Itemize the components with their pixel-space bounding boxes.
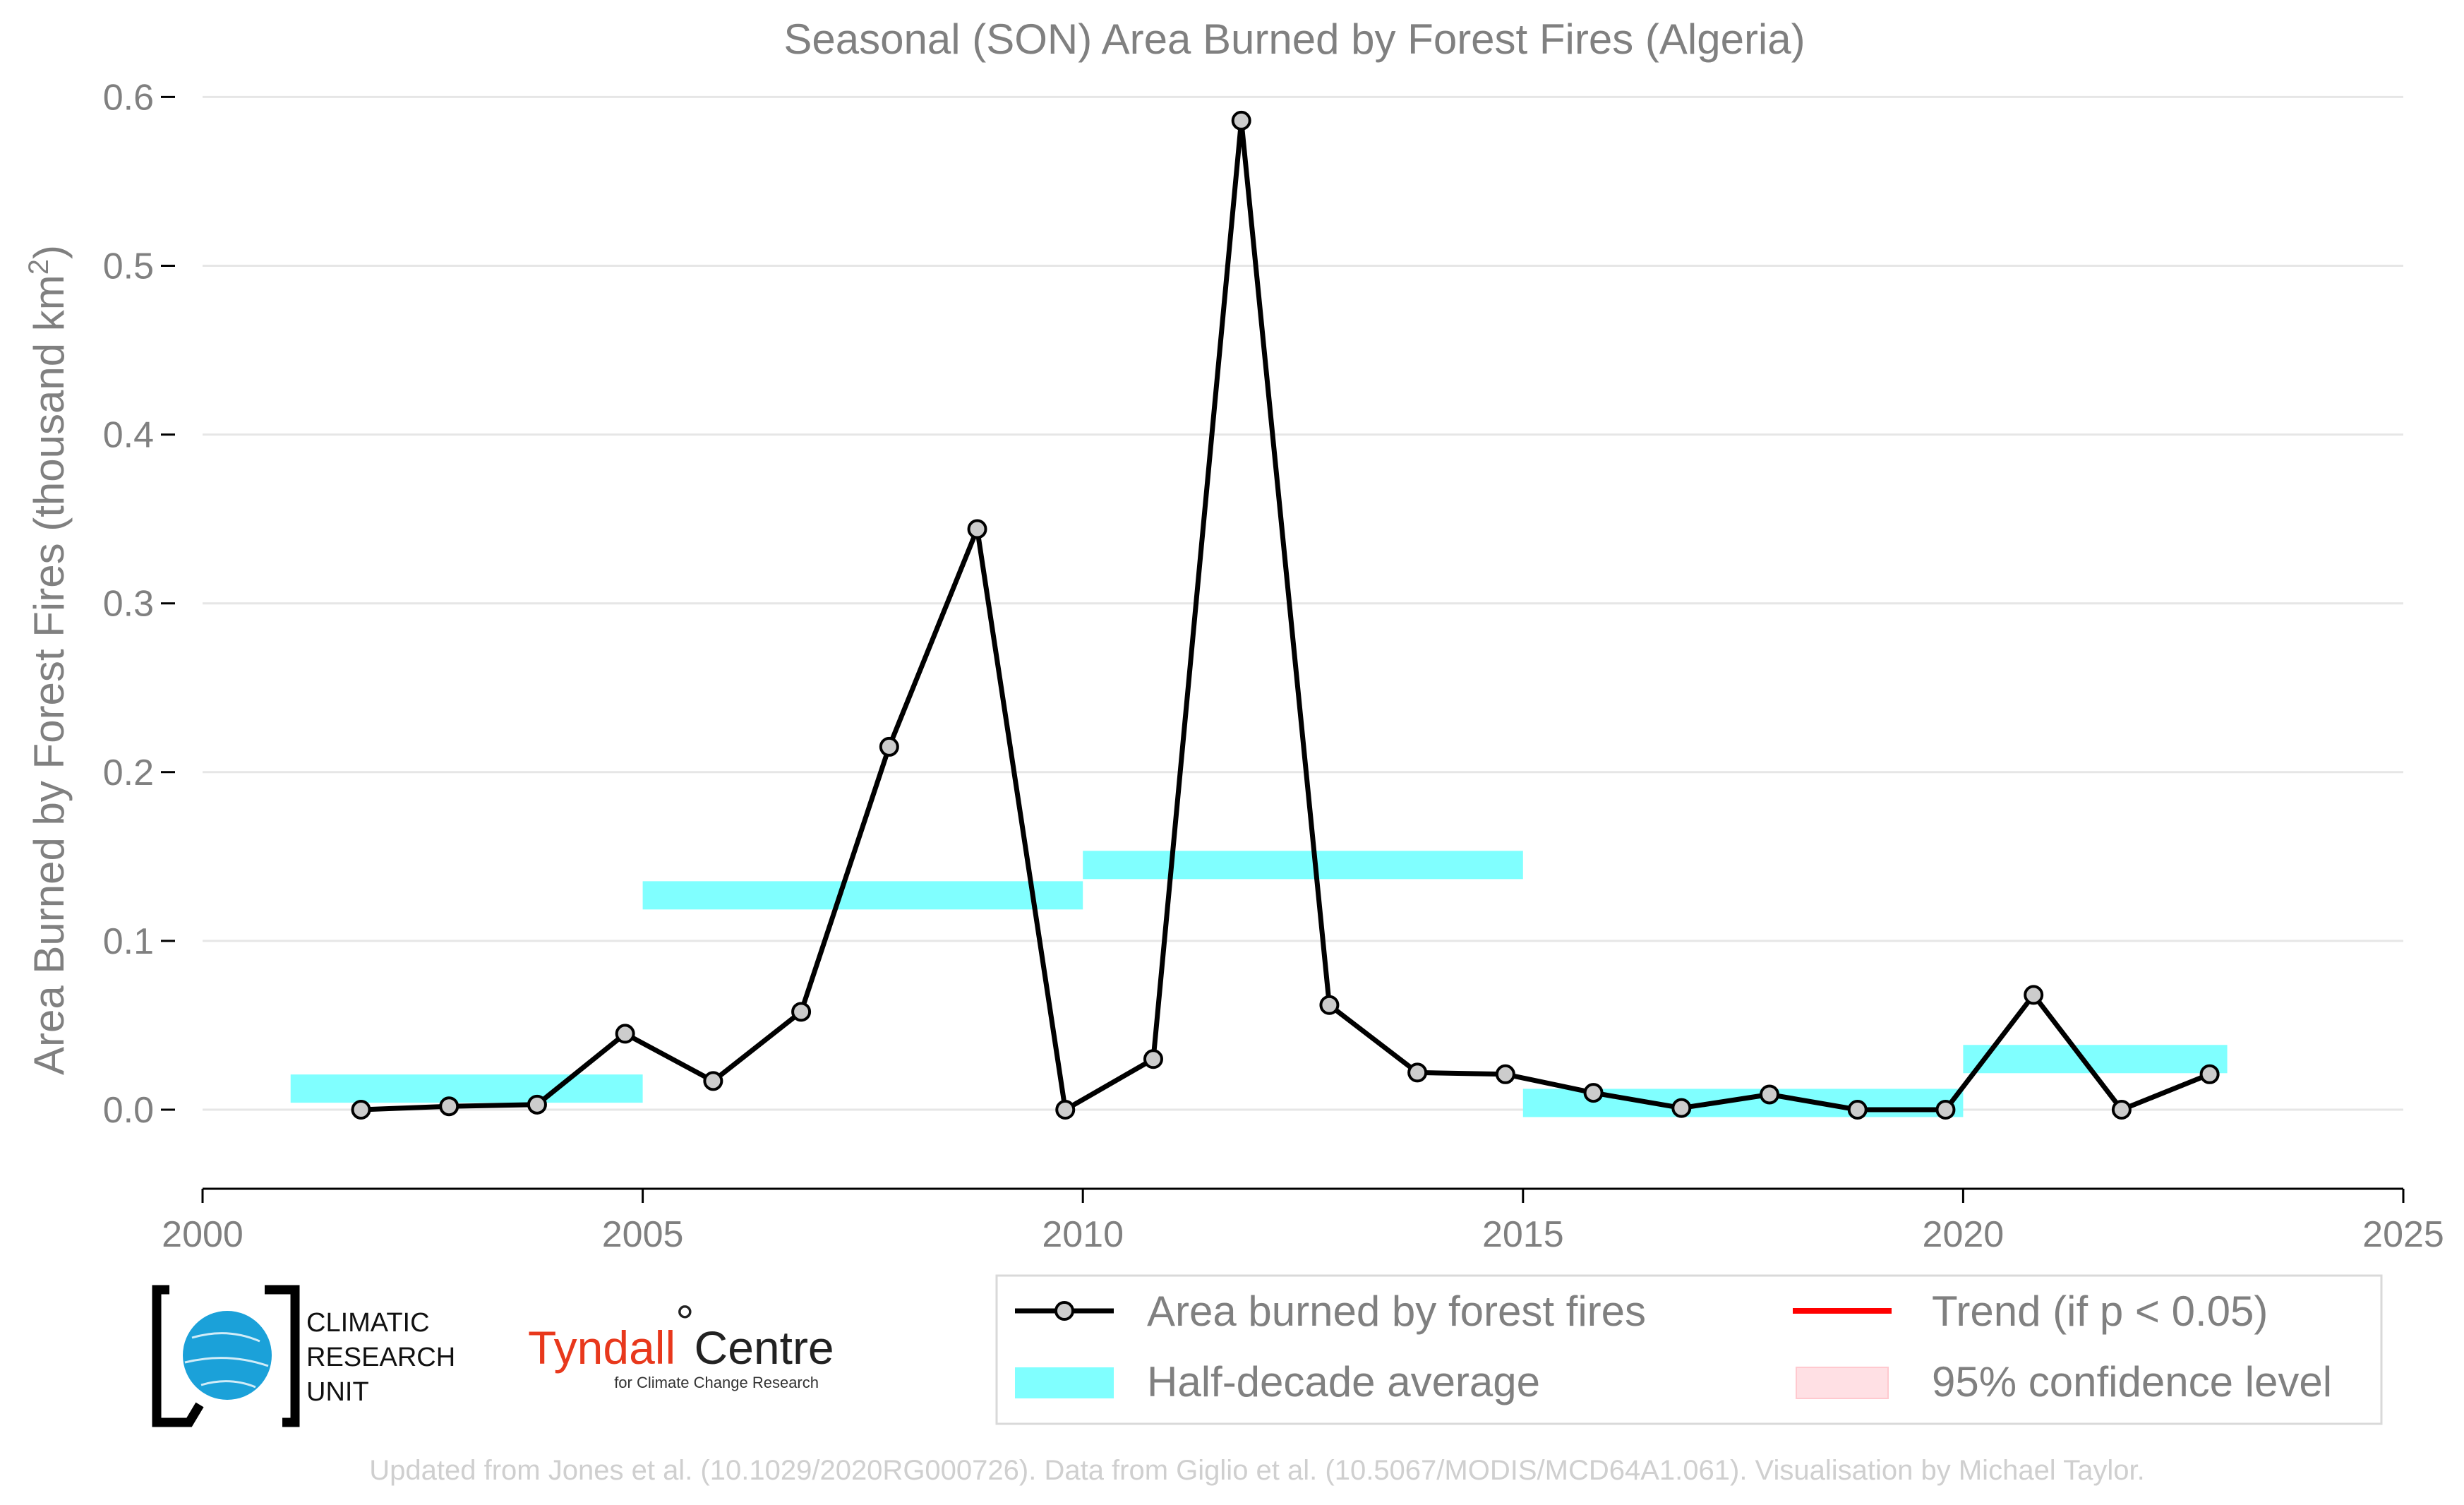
data-point-8 <box>1055 1100 1076 1120</box>
data-point-1 <box>439 1096 459 1117</box>
tyndall-logo-subtitle: for Climate Change Research <box>614 1374 819 1391</box>
y-tick-label-0: 0.0 <box>103 1090 154 1131</box>
data-point-7 <box>967 519 987 539</box>
data-point-6 <box>879 736 899 757</box>
half-decade-band-4 <box>1963 1045 2228 1074</box>
data-point-4 <box>703 1071 723 1091</box>
legend-swatch-half-decade <box>1015 1367 1114 1398</box>
cru-logo-bracket-left <box>152 1285 204 1427</box>
x-tick-label-2: 2010 <box>1042 1214 1124 1255</box>
legend-label-half-decade: Half-decade average <box>1147 1358 1540 1405</box>
x-tick-label-4: 2020 <box>1923 1214 2005 1255</box>
y-tick-label-2: 0.2 <box>103 752 154 793</box>
data-point-15 <box>1671 1098 1692 1118</box>
data-point-11 <box>1319 995 1340 1015</box>
tyndall-logo-centre: Centre <box>695 1321 834 1374</box>
x-tick-label-5: 2025 <box>2362 1214 2444 1255</box>
y-tick-label-6: 0.6 <box>103 77 154 118</box>
data-point-12 <box>1407 1062 1428 1083</box>
data-point-0 <box>351 1100 371 1120</box>
legend-label-area-burned: Area burned by forest fires <box>1147 1288 1646 1335</box>
cru-logo-bracket-right <box>265 1285 300 1427</box>
half-decade-bands <box>290 851 2228 1117</box>
legend-label-confidence: 95% confidence level <box>1932 1358 2332 1405</box>
x-axis: 2000 2005 2010 2015 2020 2025 <box>162 1187 2444 1255</box>
cru-logo-line-1: CLIMATIC <box>306 1308 430 1338</box>
globe-icon <box>183 1311 272 1400</box>
data-point-2 <box>527 1094 547 1115</box>
y-tick-label-4: 0.4 <box>103 415 154 456</box>
data-point-20 <box>2111 1100 2132 1120</box>
cru-logo-line-2: RESEARCH <box>306 1343 455 1372</box>
series-line-area-burned <box>361 118 2211 1113</box>
legend-label-trend: Trend (if p < 0.05) <box>1932 1288 2268 1335</box>
cru-logo: CLIMATIC RESEARCH UNIT <box>152 1285 455 1427</box>
y-axis: 0.0 0.1 0.2 0.3 0.4 0.5 0.6 <box>103 77 175 1131</box>
data-point-17 <box>1847 1100 1868 1120</box>
tyndall-logo: Tyndall°Centre for Climate Change Resear… <box>528 1295 834 1391</box>
chart-title: Seasonal (SON) Area Burned by Forest Fir… <box>783 16 1805 63</box>
y-tick-label-5: 0.5 <box>103 246 154 287</box>
data-point-14 <box>1583 1083 1604 1103</box>
series-markers <box>351 110 2220 1120</box>
data-point-10 <box>1231 110 1251 131</box>
x-tick-label-0: 2000 <box>162 1214 244 1255</box>
legend-swatch-confidence <box>1796 1367 1889 1399</box>
series-line-group <box>361 118 2211 1113</box>
data-point-19 <box>2024 985 2044 1005</box>
y-axis-label: Area Burned by Forest Fires (thousand km… <box>23 245 73 1075</box>
legend-swatch-marker <box>1054 1301 1074 1321</box>
tyndall-logo-main: Tyndall <box>528 1321 675 1374</box>
x-tick-label-3: 2015 <box>1482 1214 1564 1255</box>
y-tick-label-3: 0.3 <box>103 584 154 625</box>
legend: Area burned by forest fires Trend (if p … <box>995 1274 2383 1425</box>
data-point-9 <box>1143 1049 1163 1069</box>
y-axis-label-suffix: ) <box>25 245 73 259</box>
y-axis-label-main: Area Burned by Forest Fires (thousand km <box>25 275 73 1075</box>
data-point-3 <box>615 1024 635 1044</box>
data-point-18 <box>1935 1100 1956 1120</box>
tyndall-logo-wordmark: Tyndall°Centre <box>528 1295 834 1374</box>
half-decade-band-1 <box>642 881 1083 910</box>
half-decade-band-0 <box>290 1074 643 1103</box>
x-tick-label-1: 2005 <box>602 1214 684 1255</box>
globe-icon-lines <box>184 1332 269 1389</box>
data-point-16 <box>1760 1084 1780 1105</box>
data-point-5 <box>791 1002 812 1022</box>
y-tick-label-1: 0.1 <box>103 921 154 962</box>
legend-box <box>995 1274 2383 1425</box>
y-axis-label-superscript: 2 <box>23 259 54 275</box>
cru-logo-line-3: UNIT <box>306 1377 369 1407</box>
half-decade-band-2 <box>1083 851 1523 880</box>
footer-credit: Updated from Jones et al. (10.1029/2020R… <box>369 1455 2144 1486</box>
data-point-13 <box>1495 1064 1515 1084</box>
tyndall-logo-degree: ° <box>675 1295 694 1348</box>
grid-lines <box>203 95 2403 1111</box>
data-point-21 <box>2199 1064 2220 1084</box>
